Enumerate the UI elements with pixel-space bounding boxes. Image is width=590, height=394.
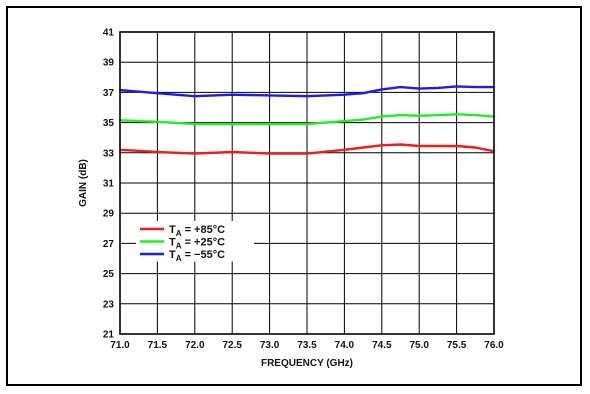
y-tick-labels: 21 23 25 27 29 31 33 35 37 39 41 — [103, 28, 115, 341]
legend-label-main: T — [169, 224, 176, 236]
legend-label: TA = −55°C — [169, 249, 225, 263]
y-tick-label: 25 — [103, 269, 115, 280]
x-tick-label: 71.0 — [110, 340, 130, 351]
grid-lines — [119, 31, 495, 335]
plot-border — [119, 31, 495, 335]
y-tick-label: 21 — [103, 330, 115, 341]
y-tick-label: 37 — [103, 88, 115, 99]
y-tick-label: 41 — [103, 28, 115, 39]
legend-label-sub: A — [176, 242, 182, 251]
legend-label: TA = +85°C — [169, 224, 225, 238]
series-line-2 — [119, 85, 494, 98]
y-tick-label: 27 — [103, 239, 115, 250]
legend-label-rest: = +85°C — [182, 224, 226, 236]
x-tick-labels: 71.0 71.5 72.0 72.5 73.0 73.5 74.0 74.5 75.0 75.5… — [110, 340, 504, 351]
legend-label-rest: = +25°C — [182, 237, 226, 249]
x-tick-label: 72.5 — [222, 340, 242, 351]
y-tick-label: 29 — [103, 209, 115, 220]
series-lines — [119, 85, 495, 155]
series-line-0 — [119, 143, 495, 155]
y-tick-label: 23 — [103, 299, 115, 310]
y-tick-label: 31 — [103, 179, 115, 190]
legend-label-rest: = −55°C — [182, 249, 226, 261]
legend-label: TA = +25°C — [169, 237, 225, 251]
x-tick-label: 76.0 — [484, 340, 504, 351]
y-axis-label: GAIN (dB) — [78, 159, 89, 207]
y-tick-label: 39 — [103, 58, 115, 69]
y-tick-label: 35 — [103, 118, 115, 129]
legend-label-sub: A — [176, 229, 182, 238]
legend: TA = +85°CTA = +25°CTA = −55°C — [136, 221, 254, 263]
x-tick-label: 71.5 — [148, 340, 168, 351]
legend-label-sub: A — [176, 254, 182, 263]
chart-frame — [6, 6, 582, 386]
x-tick-label: 73.5 — [297, 340, 317, 351]
x-tick-label: 73.0 — [260, 340, 280, 351]
legend-label-main: T — [169, 237, 176, 249]
x-tick-label: 72.0 — [185, 340, 205, 351]
x-tick-label: 75.5 — [447, 340, 467, 351]
x-tick-label: 74.0 — [335, 340, 355, 351]
x-axis-label: FREQUENCY (GHz) — [261, 358, 353, 369]
x-tick-label: 74.5 — [372, 340, 392, 351]
series-line-1 — [119, 113, 495, 126]
legend-label-main: T — [169, 249, 176, 261]
x-tick-label: 75.0 — [409, 340, 429, 351]
y-tick-label: 33 — [103, 148, 115, 159]
